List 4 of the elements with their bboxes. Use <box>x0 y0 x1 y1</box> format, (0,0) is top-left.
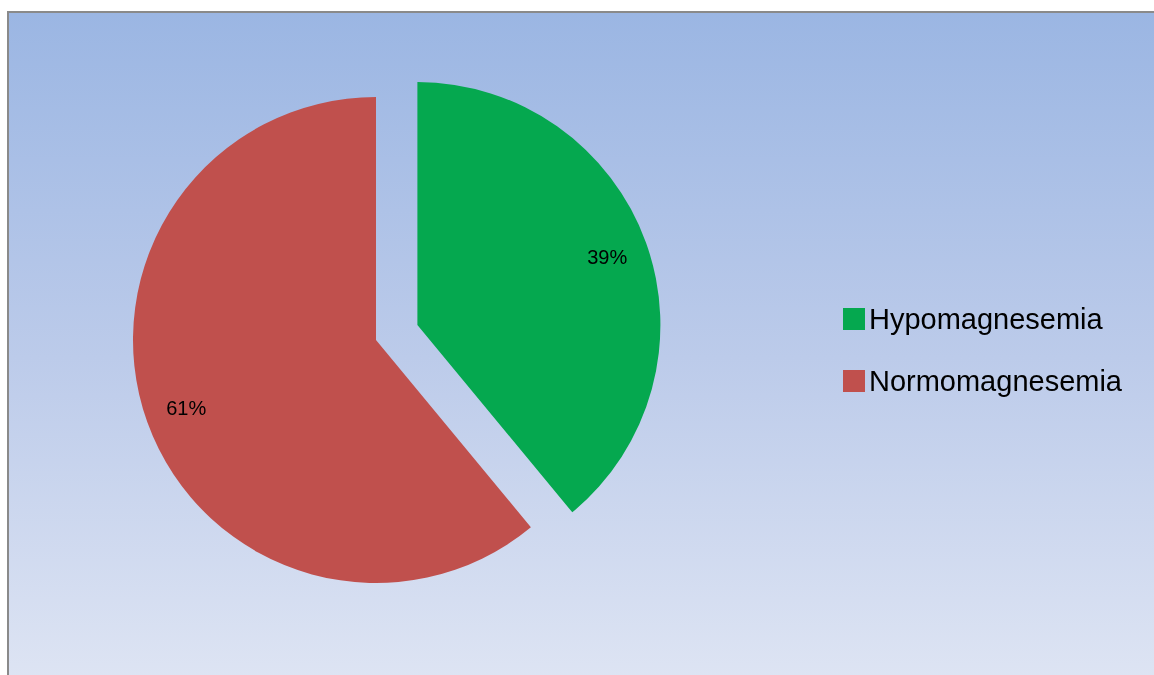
legend-label: Hypomagnesemia <box>868 303 1103 335</box>
legend-label: Normomagnesemia <box>868 365 1122 397</box>
data-label: 61% <box>166 397 207 420</box>
data-label: 39% <box>587 245 628 268</box>
